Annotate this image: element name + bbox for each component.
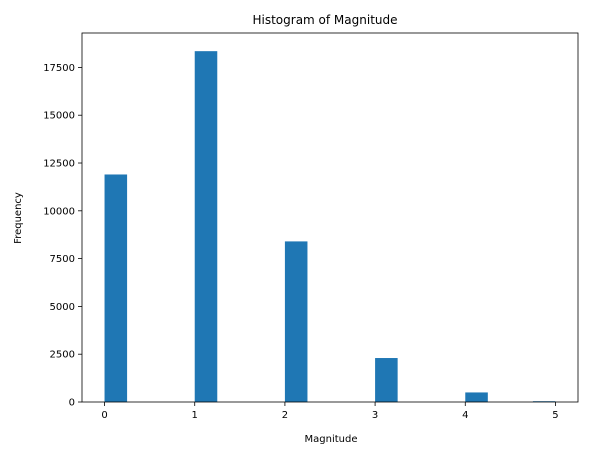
y-tick-label: 0 <box>69 398 75 409</box>
x-tick-label: 2 <box>282 410 288 421</box>
histogram-bar-3 <box>375 358 398 402</box>
x-tick-label: 4 <box>462 410 468 421</box>
x-axis-ticks: 0 1 2 3 4 5 <box>101 402 559 421</box>
y-axis-label: Frequency <box>13 192 24 244</box>
x-tick-label: 3 <box>372 410 378 421</box>
y-axis-ticks: 0 2500 5000 7500 10000 12500 15000 17500 <box>43 63 82 409</box>
histogram-bar-1 <box>194 51 218 403</box>
histogram-bar-2 <box>284 241 308 402</box>
plot-frame <box>81 32 579 403</box>
y-tick-label: 7500 <box>50 254 75 265</box>
y-tick-label: 5000 <box>50 302 75 313</box>
y-tick-label: 17500 <box>43 63 75 74</box>
x-axis-label: Magnitude <box>305 434 358 445</box>
y-tick-label: 10000 <box>43 206 75 217</box>
y-tick-label: 12500 <box>43 159 75 170</box>
y-tick-label: 2500 <box>50 350 75 361</box>
y-tick-label: 15000 <box>43 111 75 122</box>
x-tick-label: 0 <box>101 410 107 421</box>
histogram-bar-4 <box>465 392 488 402</box>
x-tick-label: 5 <box>552 410 558 421</box>
bars-group <box>104 51 556 403</box>
x-tick-label: 1 <box>192 410 198 421</box>
chart-title: Histogram of Magnitude <box>252 13 397 27</box>
histogram-bar-0 <box>104 174 128 402</box>
